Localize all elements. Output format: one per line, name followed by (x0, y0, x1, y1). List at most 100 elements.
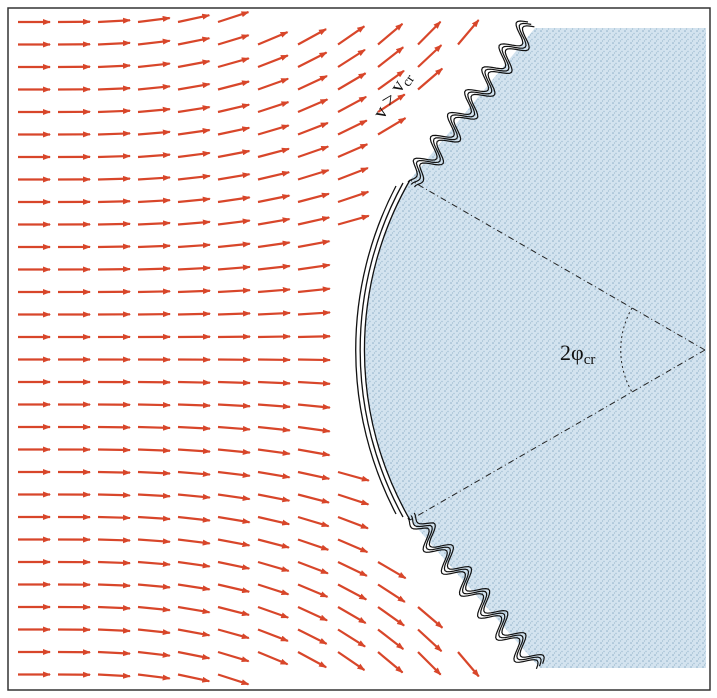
flow-arrow (337, 72, 367, 91)
flow-arrow (97, 627, 131, 634)
flow-arrow (257, 403, 291, 410)
flow-arrow (137, 265, 171, 272)
flow-arrow (177, 650, 211, 660)
flow-arrow (177, 583, 211, 592)
angle-label-main: 2φ (560, 340, 584, 365)
flow-arrow (417, 20, 442, 46)
flow-arrow (177, 470, 211, 477)
flow-arrow (217, 11, 250, 24)
flow-arrow (377, 23, 404, 46)
flow-arrow (377, 93, 406, 113)
flow-arrow (257, 54, 289, 69)
flow-arrow (137, 492, 171, 499)
flow-arrow (217, 493, 251, 502)
flow-arrow (337, 561, 368, 577)
flow-arrow (257, 147, 290, 159)
shock-wave (413, 512, 545, 664)
flow-arrow (137, 424, 171, 431)
flow-arrow (97, 108, 131, 115)
flow-arrow (257, 170, 291, 181)
flow-arrow (297, 515, 330, 528)
flow-arrow (97, 446, 131, 453)
flow-arrow (137, 605, 171, 613)
flow-arrow (137, 583, 171, 590)
flow-arrow (257, 101, 290, 114)
flow-arrow (177, 219, 211, 226)
flow-arrow (217, 515, 251, 525)
flow-arrow (97, 492, 131, 499)
flow-arrow (177, 242, 211, 249)
flow-arrow (337, 190, 370, 204)
flow-arrow (97, 559, 131, 566)
flow-arrow (177, 288, 211, 295)
flow-arrow (297, 192, 330, 204)
flow-arrow (257, 77, 290, 91)
flow-arrow (97, 582, 131, 589)
radius-line (409, 179, 706, 351)
boundary-arc (363, 179, 411, 521)
flow-arrow (297, 493, 330, 504)
flow-arrow (97, 514, 131, 521)
flow-arrow (377, 561, 407, 580)
flow-arrow (97, 175, 131, 182)
flow-arrow (97, 469, 131, 476)
flow-arrow (257, 538, 290, 549)
angle-label: 2φcr (560, 340, 595, 368)
flow-arrow (337, 119, 368, 136)
flow-arrow (337, 493, 370, 506)
flow-arrow (257, 240, 291, 249)
flow-arrow (297, 98, 329, 114)
flow-arrow (137, 628, 171, 636)
flow-arrow (297, 380, 331, 387)
flow-arrow (297, 28, 327, 46)
flow-arrow (337, 470, 370, 482)
flow-arrow (177, 673, 211, 683)
flow-arrow (137, 515, 171, 522)
shock-wave (410, 22, 532, 185)
flow-arrow (137, 129, 171, 136)
flow-arrow (177, 173, 211, 181)
flow-arrow (137, 15, 171, 24)
flow-arrow (297, 560, 329, 575)
flow-arrow (297, 145, 330, 159)
flow-arrow (217, 57, 250, 69)
flow-arrow (217, 172, 251, 181)
flow-arrow (257, 560, 290, 572)
flow-arrow (217, 402, 251, 409)
flow-arrow (417, 67, 443, 91)
flow-arrow (217, 218, 251, 226)
flow-arrow (257, 493, 291, 503)
flow-arrow (257, 470, 291, 480)
flow-arrow (297, 403, 331, 410)
flow-arrow (137, 174, 171, 181)
shock-wave (410, 515, 542, 667)
shock-wave (407, 20, 529, 183)
flow-arrow (137, 197, 171, 204)
flow-arrow (177, 515, 211, 523)
flow-arrow (217, 149, 251, 159)
flow-arrow (177, 379, 211, 386)
boundary-arc (355, 185, 397, 515)
flow-arrow (217, 310, 251, 317)
flow-arrow (217, 448, 251, 455)
flow-arrow (137, 447, 171, 454)
flow-arrow (297, 239, 331, 249)
flow-arrow (337, 606, 367, 625)
flow-arrow (417, 651, 442, 676)
flow-arrow (177, 105, 211, 114)
flow-arrow (137, 650, 171, 658)
flow-arrow (297, 51, 328, 68)
flow-arrow (337, 583, 368, 601)
flow-arrow (377, 651, 404, 674)
flow-arrow (377, 606, 405, 627)
flow-arrow (177, 196, 211, 204)
flow-arrow (377, 628, 405, 650)
flow-arrow (217, 264, 251, 271)
flow-arrow (297, 583, 329, 598)
flow-arrow (337, 538, 369, 554)
flow-arrow (337, 515, 369, 530)
flow-arrow (297, 286, 331, 294)
flow-arrow (257, 628, 289, 642)
flow-arrow (217, 34, 250, 46)
